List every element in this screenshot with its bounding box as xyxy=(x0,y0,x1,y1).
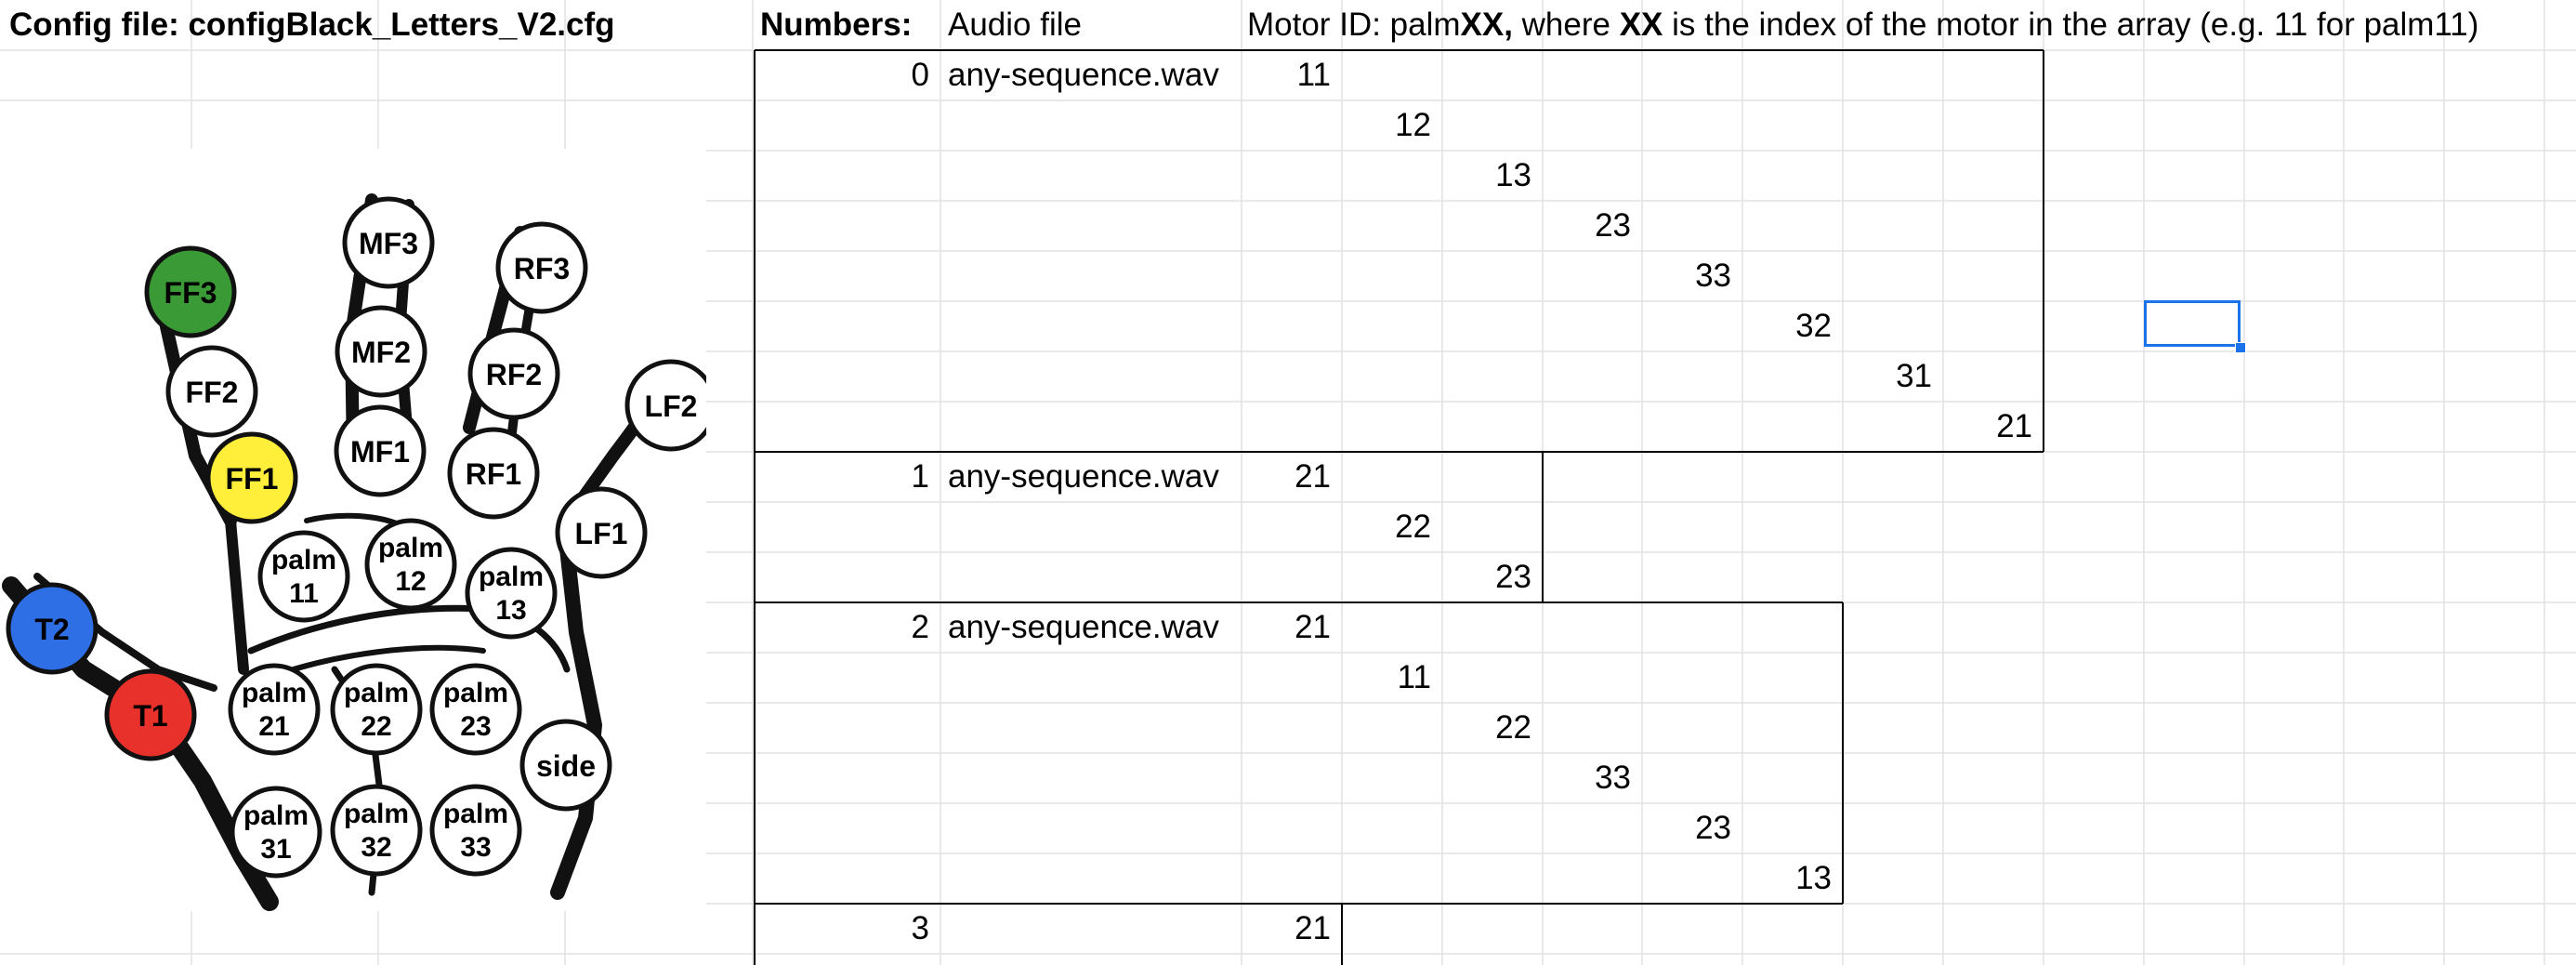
motor-id-cell[interactable]: 21 xyxy=(1996,408,2032,444)
number-cell[interactable]: 1 xyxy=(911,458,929,495)
motor-palm23: palm 23 xyxy=(429,663,522,756)
motor-mf1: MF1 xyxy=(334,404,427,497)
motor-id-cell[interactable]: 11 xyxy=(1397,659,1431,695)
svg-text:11: 11 xyxy=(289,578,319,609)
motor-id-cell[interactable]: 21 xyxy=(1295,458,1331,495)
motor-id-cell[interactable]: 22 xyxy=(1495,709,1531,746)
motor-ff1: FF1 xyxy=(205,431,298,524)
svg-text:palm: palm xyxy=(443,799,508,829)
svg-text:FF2: FF2 xyxy=(186,376,239,409)
motor-palm21: palm 21 xyxy=(228,663,321,756)
motor-mf2: MF2 xyxy=(335,305,427,398)
motor-palm13: palm 13 xyxy=(465,547,558,640)
audio-file-header: Audio file xyxy=(948,7,1082,43)
motor-id-cell[interactable]: 31 xyxy=(1896,358,1932,394)
motor-id-cell[interactable]: 13 xyxy=(1795,860,1832,896)
svg-text:32: 32 xyxy=(361,832,391,863)
svg-text:13: 13 xyxy=(495,595,526,626)
svg-text:palm: palm xyxy=(479,562,544,592)
svg-text:T2: T2 xyxy=(34,613,69,646)
svg-text:31: 31 xyxy=(260,834,291,865)
number-cell[interactable]: 3 xyxy=(911,910,929,946)
svg-text:palm: palm xyxy=(344,799,409,829)
motor-palm12: palm 12 xyxy=(364,518,457,611)
svg-text:12: 12 xyxy=(395,566,426,597)
svg-text:21: 21 xyxy=(258,711,289,742)
motor-id-cell[interactable]: 22 xyxy=(1395,509,1431,545)
svg-text:MF3: MF3 xyxy=(359,227,418,260)
svg-text:palm: palm xyxy=(344,678,409,708)
numbers-header: Numbers: xyxy=(760,7,913,43)
audio-file-cell[interactable]: any-sequence.wav xyxy=(948,57,1219,93)
motor-id-cell[interactable]: 23 xyxy=(1695,810,1731,846)
number-cell[interactable]: 0 xyxy=(911,57,929,93)
motor-id-cell[interactable]: 33 xyxy=(1695,258,1731,294)
motor-id-cell[interactable]: 33 xyxy=(1595,760,1631,796)
motor-id-cell[interactable]: 13 xyxy=(1495,157,1531,193)
motor-rf2: RF2 xyxy=(467,327,560,420)
motor-id-cell[interactable]: 12 xyxy=(1395,107,1431,143)
svg-text:23: 23 xyxy=(460,711,491,742)
svg-text:LF1: LF1 xyxy=(575,517,628,550)
svg-text:T1: T1 xyxy=(133,699,167,733)
motor-mf3: MF3 xyxy=(342,196,435,289)
config-file-label: Config file: configBlack_Letters_V2.cfg xyxy=(9,7,615,43)
motor-lf1: LF1 xyxy=(555,486,648,579)
motor-id-cell[interactable]: 21 xyxy=(1295,609,1331,645)
svg-text:RF3: RF3 xyxy=(514,252,570,285)
svg-text:palm: palm xyxy=(243,800,309,831)
motor-ff3: FF3 xyxy=(144,245,237,338)
motor-id-cell[interactable]: 21 xyxy=(1295,910,1331,946)
svg-text:palm: palm xyxy=(443,678,508,708)
motor-t2: T2 xyxy=(6,582,99,675)
svg-text:22: 22 xyxy=(361,711,391,742)
motor-side: side xyxy=(519,719,612,812)
fill-handle[interactable] xyxy=(2235,342,2246,353)
svg-text:palm: palm xyxy=(378,533,443,563)
motor-rf1: RF1 xyxy=(447,427,540,520)
motor-lf2: LF2 xyxy=(624,359,706,452)
motor-id-cell[interactable]: 23 xyxy=(1595,207,1631,244)
svg-text:palm: palm xyxy=(242,678,307,708)
svg-text:palm: palm xyxy=(271,545,336,575)
svg-text:FF3: FF3 xyxy=(164,276,217,310)
svg-text:MF1: MF1 xyxy=(350,435,410,469)
svg-text:RF1: RF1 xyxy=(466,457,521,491)
selected-cell[interactable] xyxy=(2144,300,2241,347)
svg-text:FF1: FF1 xyxy=(226,462,279,496)
svg-text:side: side xyxy=(536,749,596,783)
motor-id-header: Motor ID: palmXX, where XX is the index … xyxy=(1247,7,2479,43)
motor-palm31: palm 31 xyxy=(230,786,322,879)
motor-palm11: palm 11 xyxy=(257,530,350,623)
svg-text:LF2: LF2 xyxy=(645,390,698,423)
svg-text:MF2: MF2 xyxy=(351,336,411,369)
motor-palm22: palm 22 xyxy=(330,663,423,756)
motor-id-cell[interactable]: 32 xyxy=(1795,308,1832,344)
motor-rf3: RF3 xyxy=(495,221,588,314)
audio-file-cell[interactable]: any-sequence.wav xyxy=(948,458,1219,495)
motor-id-cell[interactable]: 11 xyxy=(1296,57,1331,93)
motor-id-cell[interactable]: 23 xyxy=(1495,559,1531,595)
motor-ff2: FF2 xyxy=(165,345,258,438)
number-cell[interactable]: 2 xyxy=(911,609,929,645)
svg-text:33: 33 xyxy=(460,832,491,863)
hand-diagram: FF3 FF2 FF1 MF3 MF2 MF1 RF3 RF2 RF1 LF2 … xyxy=(0,149,706,911)
motor-palm32: palm 32 xyxy=(330,784,423,877)
motor-t1: T1 xyxy=(104,668,197,761)
motor-palm33: palm 33 xyxy=(429,784,522,877)
svg-text:RF2: RF2 xyxy=(486,358,542,391)
audio-file-cell[interactable]: any-sequence.wav xyxy=(948,609,1219,645)
